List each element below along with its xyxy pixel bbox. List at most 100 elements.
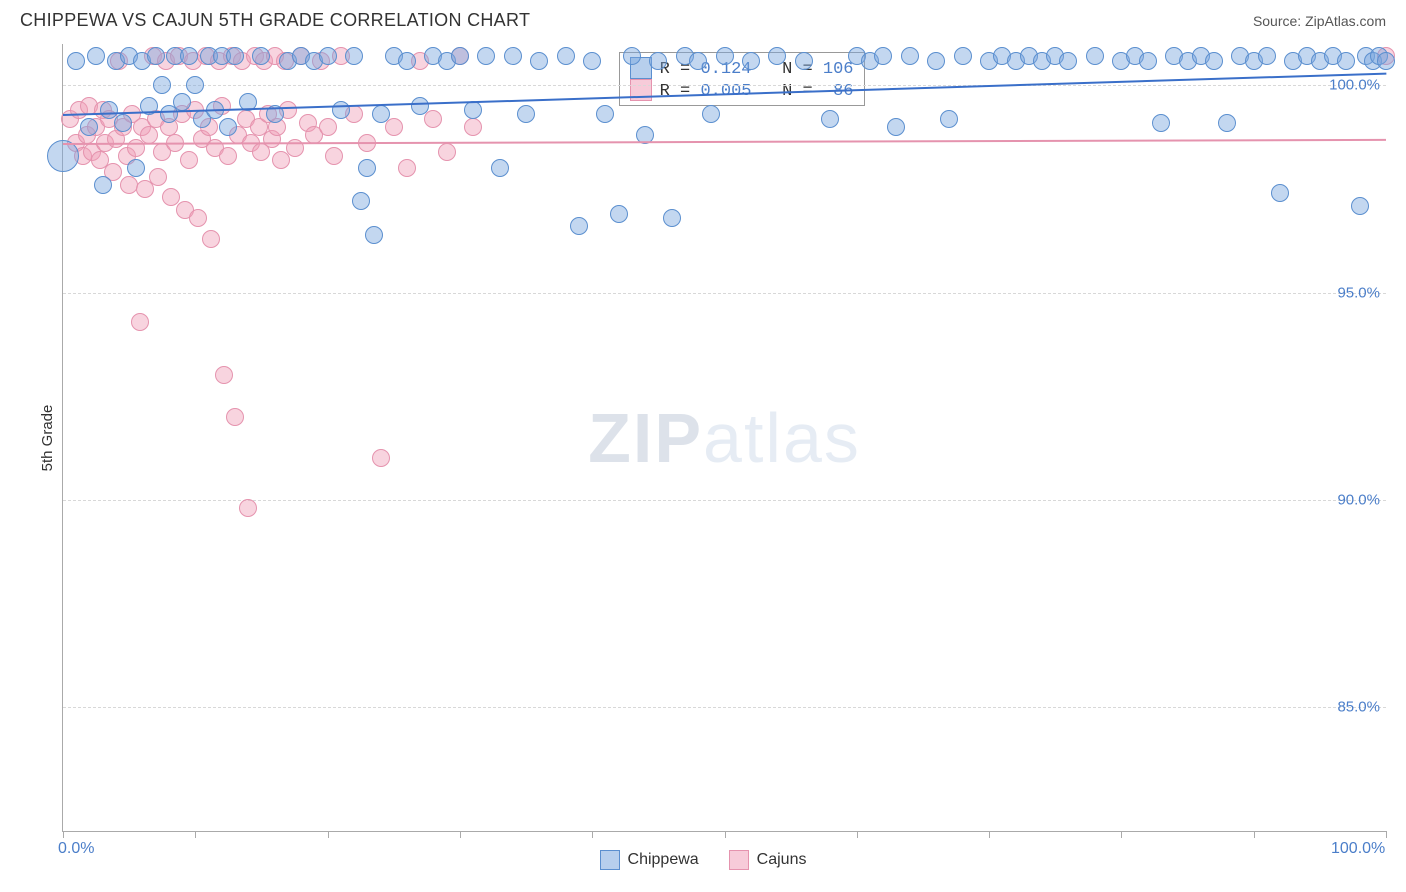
data-point — [596, 105, 614, 123]
data-point — [352, 192, 370, 210]
data-point — [517, 105, 535, 123]
data-point — [398, 159, 416, 177]
legend-label: Cajuns — [757, 851, 807, 869]
data-point — [1059, 52, 1077, 70]
x-tick — [460, 831, 461, 838]
data-point — [286, 139, 304, 157]
data-point — [927, 52, 945, 70]
x-tick — [592, 831, 593, 838]
data-point — [1218, 114, 1236, 132]
data-point — [239, 499, 257, 517]
data-point — [1086, 47, 1104, 65]
data-point — [504, 47, 522, 65]
data-point — [768, 47, 786, 65]
data-point — [491, 159, 509, 177]
x-tick — [328, 831, 329, 838]
data-point — [464, 118, 482, 136]
data-point — [358, 159, 376, 177]
gridline — [63, 500, 1386, 501]
data-point — [874, 47, 892, 65]
y-tick-label: 85.0% — [1337, 698, 1380, 715]
data-point — [1139, 52, 1157, 70]
data-point — [887, 118, 905, 136]
data-point — [180, 151, 198, 169]
swatch-icon — [729, 850, 749, 870]
data-point — [226, 408, 244, 426]
data-point — [131, 313, 149, 331]
x-tick — [1254, 831, 1255, 838]
data-point — [114, 114, 132, 132]
x-tick — [1121, 831, 1122, 838]
gridline — [63, 707, 1386, 708]
x-tick — [1386, 831, 1387, 838]
y-axis-label: 5th Grade — [39, 405, 56, 472]
legend-item: Cajuns — [729, 850, 807, 870]
data-point — [557, 47, 575, 65]
y-tick-label: 100.0% — [1329, 77, 1380, 94]
data-point — [345, 47, 363, 65]
data-point — [1271, 184, 1289, 202]
watermark-light: atlas — [703, 399, 861, 477]
data-point — [398, 52, 416, 70]
data-point — [202, 230, 220, 248]
x-tick — [725, 831, 726, 838]
gridline — [63, 293, 1386, 294]
x-tick — [857, 831, 858, 838]
data-point — [1205, 52, 1223, 70]
data-point — [372, 449, 390, 467]
data-point — [610, 205, 628, 223]
data-point — [219, 147, 237, 165]
data-point — [689, 52, 707, 70]
data-point — [795, 52, 813, 70]
data-point — [87, 47, 105, 65]
data-point — [140, 126, 158, 144]
y-tick-label: 95.0% — [1337, 284, 1380, 301]
data-point — [215, 366, 233, 384]
chart-source: Source: ZipAtlas.com — [1253, 13, 1386, 29]
data-point — [451, 47, 469, 65]
plot-region: ZIPatlas R = 0.124 N = 106R = 0.005 N = … — [62, 44, 1386, 832]
data-point — [127, 159, 145, 177]
data-point — [530, 52, 548, 70]
gridline — [63, 85, 1386, 86]
data-point — [1377, 52, 1395, 70]
data-point — [252, 47, 270, 65]
data-point — [411, 97, 429, 115]
data-point — [385, 118, 403, 136]
data-point — [173, 93, 191, 111]
x-tick — [63, 831, 64, 838]
data-point — [149, 168, 167, 186]
series-legend: Chippewa Cajuns — [0, 850, 1406, 870]
data-point — [954, 47, 972, 65]
data-point — [438, 143, 456, 161]
data-point — [716, 47, 734, 65]
data-point — [372, 105, 390, 123]
data-point — [477, 47, 495, 65]
data-point — [821, 110, 839, 128]
legend-item: Chippewa — [600, 850, 699, 870]
data-point — [180, 47, 198, 65]
x-tick — [195, 831, 196, 838]
data-point — [570, 217, 588, 235]
watermark-strong: ZIP — [588, 399, 703, 477]
data-point — [940, 110, 958, 128]
swatch-icon — [600, 850, 620, 870]
data-point — [319, 118, 337, 136]
chart-area: 5th Grade ZIPatlas R = 0.124 N = 106R = … — [20, 44, 1386, 832]
data-point — [94, 176, 112, 194]
data-point — [583, 52, 601, 70]
x-tick — [989, 831, 990, 838]
data-point — [901, 47, 919, 65]
data-point — [623, 47, 641, 65]
data-point — [186, 76, 204, 94]
data-point — [365, 226, 383, 244]
data-point — [1337, 52, 1355, 70]
chart-title: CHIPPEWA VS CAJUN 5TH GRADE CORRELATION … — [20, 10, 530, 31]
data-point — [67, 52, 85, 70]
y-tick-label: 90.0% — [1337, 491, 1380, 508]
watermark: ZIPatlas — [588, 398, 861, 478]
data-point — [424, 110, 442, 128]
data-point — [1152, 114, 1170, 132]
data-point — [319, 47, 337, 65]
data-point — [189, 209, 207, 227]
